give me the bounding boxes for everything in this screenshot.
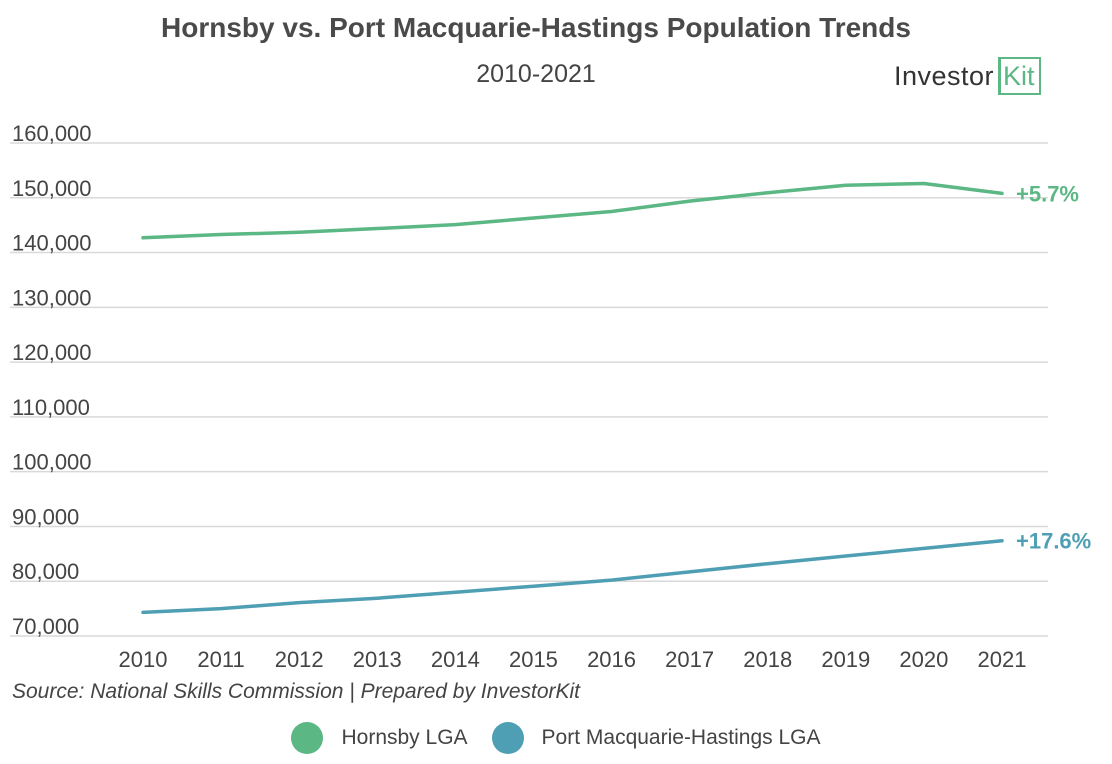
investorkit-logo: Investor Kit [894, 56, 1041, 96]
x-tick-label: 2012 [275, 647, 324, 672]
x-tick-label: 2015 [509, 647, 558, 672]
logo-box-text: Kit [998, 57, 1041, 95]
chart-legend: Hornsby LGA Port Macquarie-Hastings LGA [0, 722, 1112, 754]
series-line-hornsby [141, 181, 1004, 240]
legend-swatch-hornsby [291, 722, 324, 754]
legend-item-hornsby: Hornsby LGA [291, 722, 468, 754]
y-tick-label: 120,000 [12, 340, 92, 365]
x-tick-label: 2013 [353, 647, 402, 672]
x-tick-label: 2017 [665, 647, 714, 672]
x-tick-label: 2014 [431, 647, 480, 672]
y-tick-label: 100,000 [12, 450, 92, 475]
population-line-chart: 70,000 80,000 90,000 100,000 110,000 120,000 1… [10, 121, 1091, 672]
logo-text: Investor [894, 60, 995, 91]
y-tick-label: 110,000 [12, 395, 90, 420]
legend-label-hornsby: Hornsby LGA [341, 726, 468, 749]
x-tick-label: 2016 [587, 647, 636, 672]
y-tick-label: 140,000 [12, 231, 92, 256]
y-tick-label: 70,000 [12, 614, 79, 639]
chart-title: Hornsby vs. Port Macquarie-Hastings Popu… [161, 12, 911, 43]
legend-item-port-macquarie: Port Macquarie-Hastings LGA [491, 722, 821, 754]
source-note: Source: National Skills Commission | Pre… [12, 680, 581, 703]
series-line-port-macquarie [141, 538, 1004, 615]
x-tick-label: 2010 [119, 647, 168, 672]
series-end-label: +17.6% [1016, 529, 1091, 554]
x-tick-label: 2018 [743, 647, 792, 672]
y-tick-label: 90,000 [12, 504, 79, 529]
y-tick-label: 80,000 [12, 559, 79, 584]
legend-swatch-port-macquarie [491, 722, 524, 754]
x-tick-label: 2019 [821, 647, 870, 672]
y-tick-label: 160,000 [12, 121, 92, 146]
y-tick-label: 130,000 [12, 285, 92, 310]
y-tick-label: 150,000 [12, 176, 92, 201]
x-tick-label: 2021 [978, 647, 1027, 672]
series-end-label: +5.7% [1016, 181, 1079, 206]
chart-subtitle: 2010-2021 [476, 60, 596, 88]
x-tick-label: 2011 [197, 647, 244, 672]
legend-label-port-macquarie: Port Macquarie-Hastings LGA [541, 726, 821, 749]
x-tick-label: 2020 [899, 647, 948, 672]
